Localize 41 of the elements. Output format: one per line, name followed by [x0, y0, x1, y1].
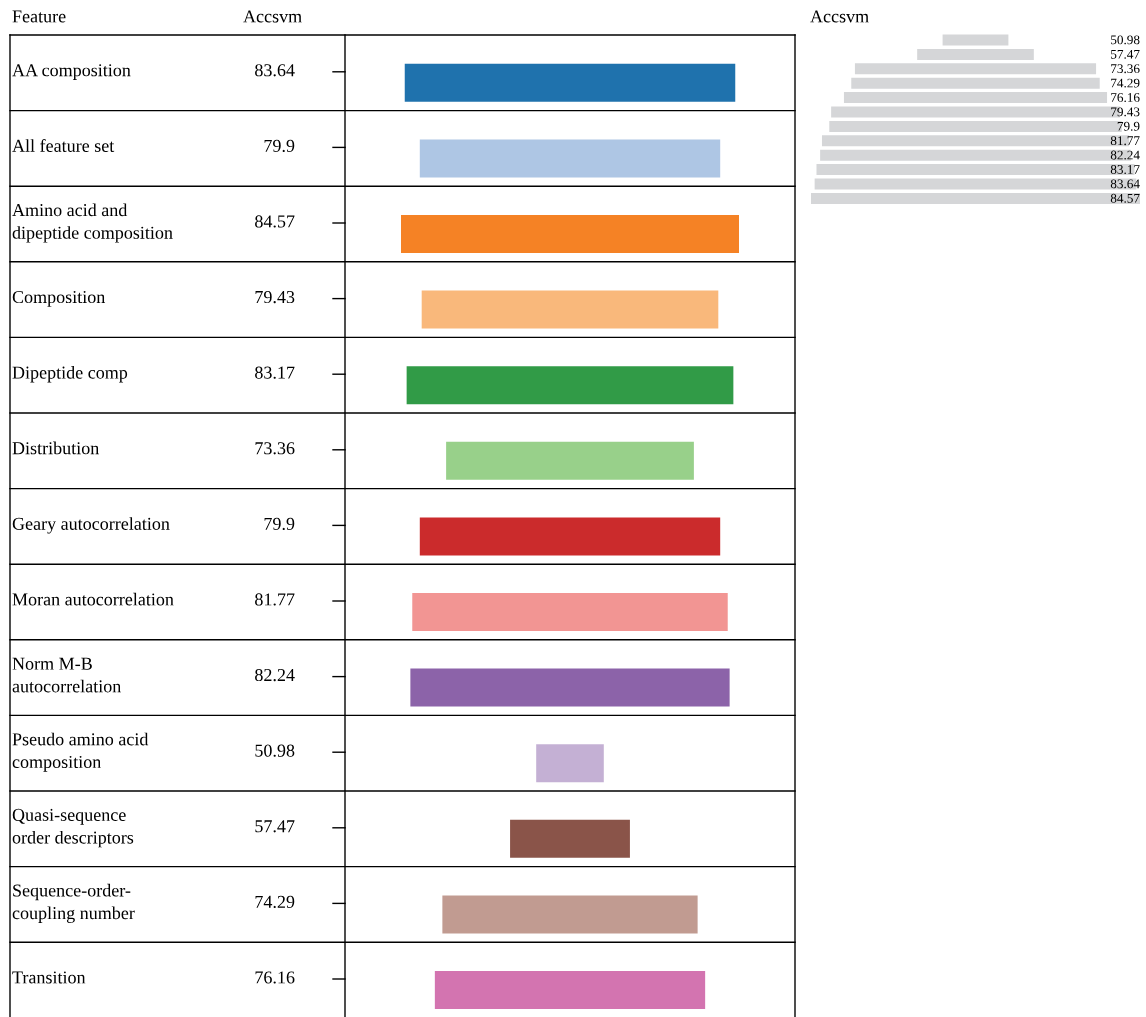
category-label: Dipeptide comp	[12, 366, 128, 383]
category-label: Quasi-sequence order descriptors	[12, 808, 134, 848]
category-label: Norm M-B autocorrelation	[12, 657, 122, 693]
data-label: 84.57	[1110, 193, 1140, 203]
text: Feature	[12, 10, 66, 23]
data-label: 83.64	[255, 64, 295, 77]
data-label: 79.9	[264, 517, 295, 530]
data-label: 73.36	[255, 442, 295, 455]
category-label: All feature set	[12, 139, 115, 152]
category-label: AA composition	[12, 64, 131, 80]
data-label: 73.36	[1111, 64, 1140, 74]
category-label: Moran autocorrelation	[12, 592, 174, 606]
data-label: 74.29	[1111, 78, 1140, 88]
data-label: 57.47	[1111, 49, 1140, 59]
data-label: 82.24	[1110, 150, 1140, 160]
category-label: Composition	[12, 290, 106, 307]
text: Accsvm	[243, 10, 302, 23]
data-label: 79.9	[1117, 121, 1140, 131]
category-label: Pseudo amino acid composition	[12, 732, 149, 772]
data-label: 79.43	[255, 290, 295, 304]
category-label: Sequence-order- coupling number	[12, 883, 135, 923]
data-label: 83.64	[1110, 179, 1140, 189]
data-label: 84.57	[255, 215, 295, 228]
data-label: 79.43	[1111, 107, 1140, 117]
data-label: 57.47	[255, 820, 295, 833]
data-label: 81.77	[255, 593, 295, 606]
data-label: 76.16	[255, 971, 295, 984]
data-label: 83.17	[1110, 165, 1140, 174]
data-label: 76.16	[1111, 93, 1140, 102]
text: Accsvm	[810, 10, 869, 23]
category-label: Geary autocorrelation	[12, 517, 170, 534]
data-label: 50.98	[1111, 35, 1140, 45]
data-label: 83.17	[255, 366, 295, 379]
category-label: Amino acid and dipeptide composition	[12, 203, 173, 243]
category-label: Transition	[12, 971, 86, 984]
data-label: 74.29	[255, 895, 295, 908]
data-label: 50.98	[255, 744, 295, 757]
data-label: 82.24	[255, 668, 295, 682]
data-label: 79.9	[264, 139, 295, 152]
category-label: Distribution	[12, 441, 99, 455]
data-label: 81.77	[1110, 136, 1140, 146]
